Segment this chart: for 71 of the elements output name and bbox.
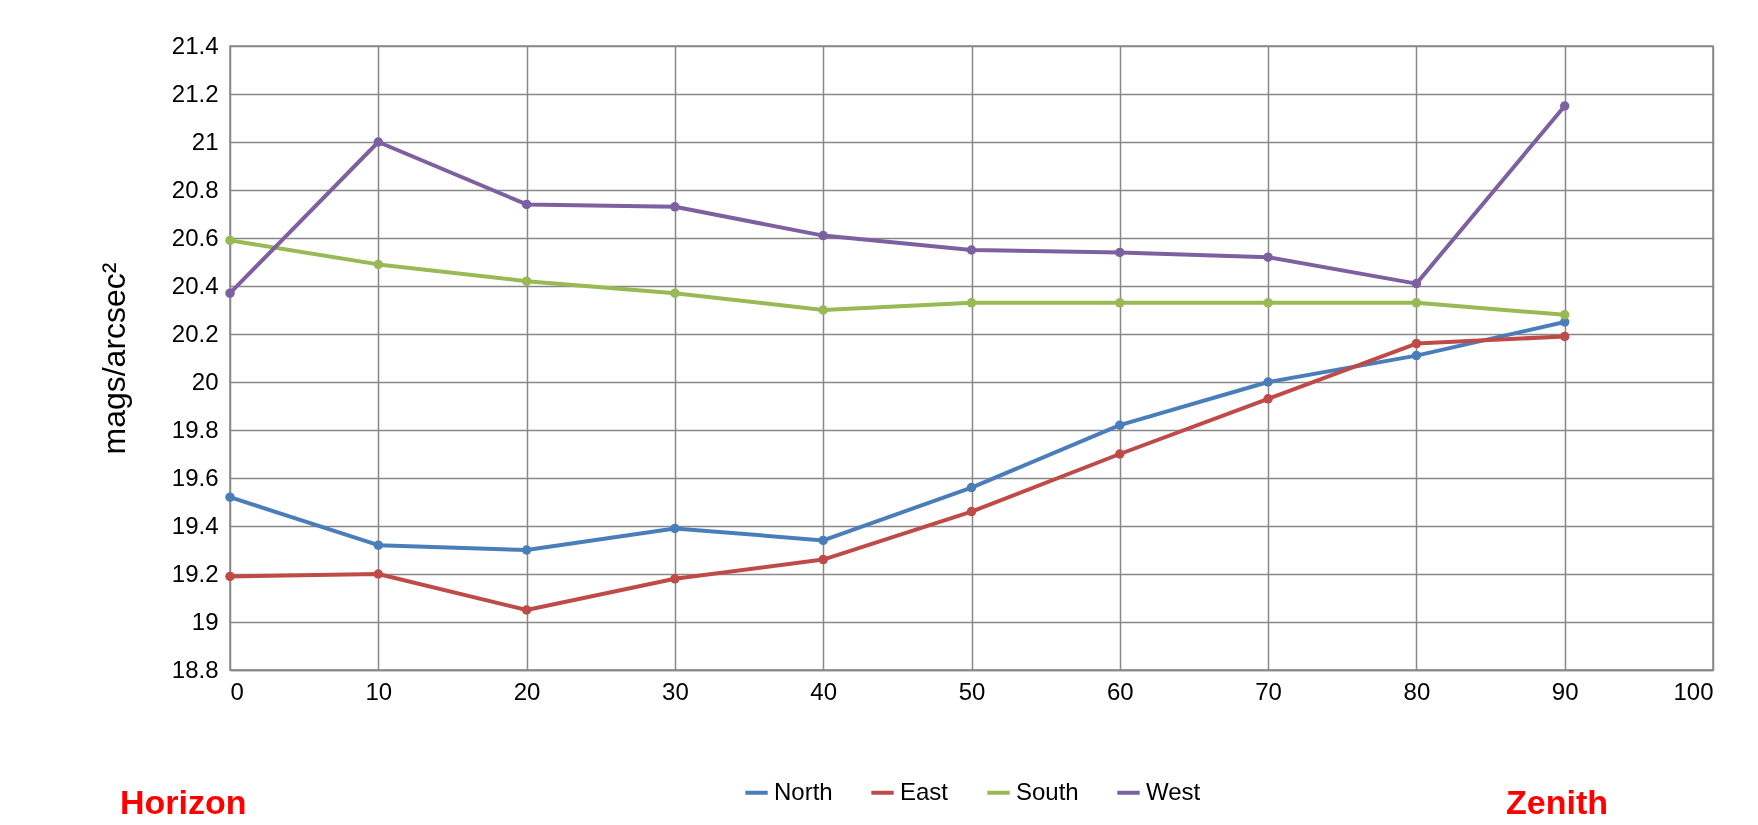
x-tick-label: 80 <box>1403 677 1431 705</box>
x-tick-label: 40 <box>810 677 838 705</box>
point <box>1263 394 1273 404</box>
x-tick-label: 20 <box>513 677 541 705</box>
point <box>1559 101 1570 111</box>
x-tick-label: 30 <box>662 677 689 705</box>
x-tick-label: 0 <box>230 677 244 705</box>
point <box>1559 310 1570 320</box>
y-tick-label: 20 <box>191 367 219 395</box>
point <box>521 199 532 210</box>
point <box>1115 298 1125 308</box>
point <box>1263 377 1273 387</box>
point <box>225 492 235 502</box>
y-tick-label: 18.8 <box>171 655 219 683</box>
point <box>1411 298 1422 308</box>
point <box>670 574 680 584</box>
y-tick-label: 20.2 <box>171 319 219 347</box>
point <box>1115 420 1125 430</box>
point <box>225 288 235 298</box>
x-tick-label: 50 <box>958 677 986 705</box>
point <box>1411 338 1422 349</box>
point <box>818 305 828 315</box>
x-tick-label: 60 <box>1106 677 1134 705</box>
y-tick-label: 20.6 <box>171 223 219 251</box>
point <box>373 137 384 147</box>
y-tick-label: 21.2 <box>171 79 219 107</box>
point <box>1115 247 1125 258</box>
y-axis-title: mags/arcsec² <box>95 262 132 455</box>
y-tick-label: 19.4 <box>171 511 219 539</box>
y-tick-label: 21 <box>191 127 219 155</box>
y-tick-label: 20.4 <box>171 271 219 299</box>
point <box>1411 350 1422 361</box>
point <box>670 202 680 212</box>
point <box>521 276 532 286</box>
x-tick-label: 10 <box>365 677 393 705</box>
y-tick-label: 20.8 <box>171 175 219 203</box>
point <box>521 545 532 555</box>
text: Horizon <box>120 783 247 822</box>
point <box>1115 449 1125 459</box>
point <box>225 571 235 582</box>
point <box>225 235 235 246</box>
legend-label: South <box>1016 777 1079 805</box>
y-tick-label: 21.4 <box>171 31 219 59</box>
point <box>966 482 977 493</box>
point <box>966 245 977 255</box>
y-tick-label: 19.2 <box>171 559 219 587</box>
legend-label: West <box>1146 777 1201 805</box>
x-tick-label: 70 <box>1255 677 1282 705</box>
point <box>966 298 977 308</box>
point <box>818 535 828 546</box>
legend-label: North <box>774 777 833 805</box>
point <box>670 523 680 534</box>
point <box>670 288 680 298</box>
point <box>818 554 828 565</box>
x-tick-label: 100 <box>1673 677 1714 705</box>
point <box>373 569 384 579</box>
y-tick-label: 19 <box>191 607 219 635</box>
point <box>1559 331 1570 342</box>
y-tick-label: 19.6 <box>171 463 219 491</box>
text: Zenith <box>1506 783 1608 822</box>
point <box>373 540 384 550</box>
point <box>1263 252 1273 262</box>
x-tick-label: 90 <box>1551 677 1579 705</box>
point <box>818 230 828 241</box>
point <box>966 506 977 517</box>
point <box>521 605 532 615</box>
legend-label: East <box>900 777 949 805</box>
y-tick-label: 19.8 <box>171 415 219 443</box>
point <box>373 259 384 270</box>
point <box>1411 278 1422 289</box>
point <box>1263 298 1273 308</box>
